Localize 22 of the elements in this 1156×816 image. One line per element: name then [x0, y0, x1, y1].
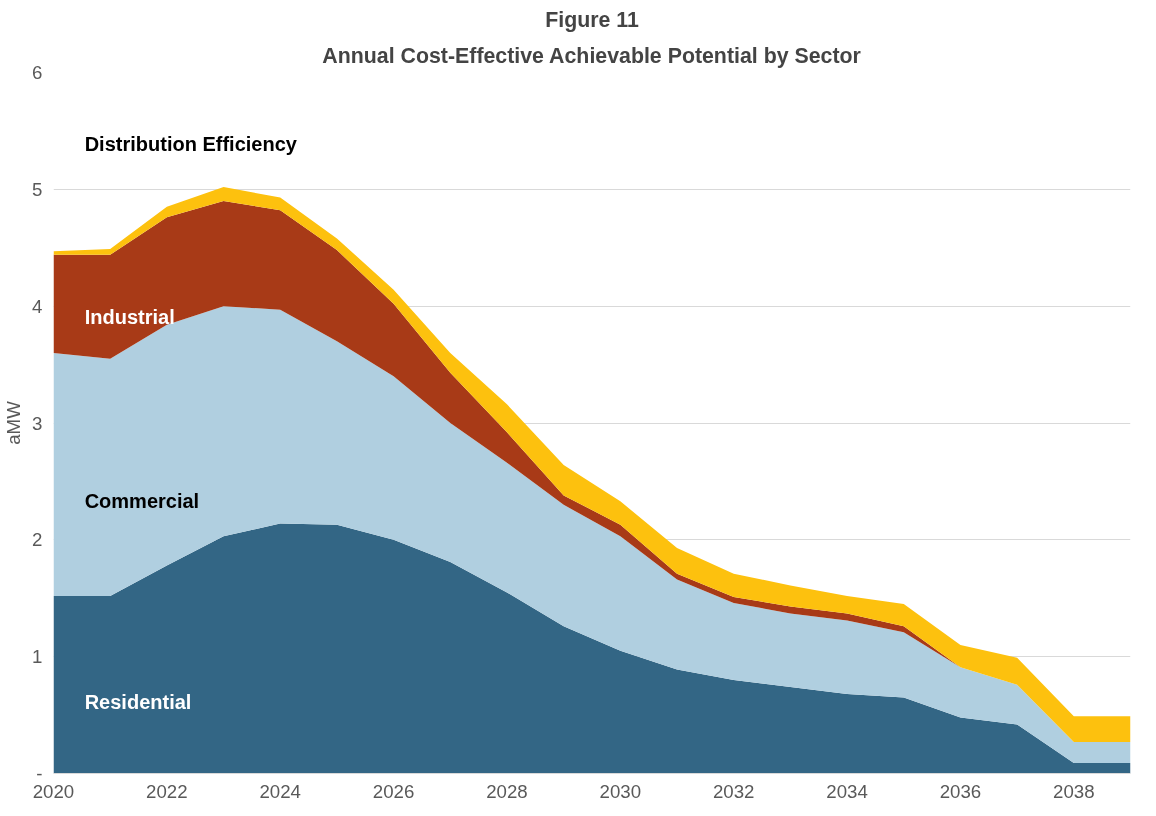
y-axis-title: aMW — [3, 400, 25, 445]
chart-subtitle: Annual Cost-Effective Achievable Potential by Sector — [322, 43, 861, 68]
x-tick-label: 2032 — [712, 780, 755, 802]
chart-title: Figure 11 — [545, 7, 639, 32]
series-label: Residential — [84, 691, 192, 714]
y-tick-label: 5 — [32, 178, 43, 200]
x-tick-label: 2024 — [259, 780, 301, 802]
y-tick-label: 3 — [32, 412, 43, 434]
x-tick-label: 2030 — [599, 780, 642, 802]
x-tick-label: 2028 — [486, 780, 528, 802]
text: Distribution Efficiency — [84, 132, 298, 155]
y-tick-label: 2 — [32, 529, 43, 551]
y-tick-label: 6 — [32, 62, 43, 83]
x-tick-label: 2036 — [939, 780, 982, 802]
x-tick-label: 2034 — [826, 780, 868, 802]
y-tick-label: 4 — [32, 295, 43, 317]
x-tick-label: 2026 — [372, 780, 415, 802]
x-tick-label: 2022 — [146, 780, 188, 802]
y-tick-label: 1 — [32, 646, 43, 668]
x-tick-label: 2038 — [1053, 780, 1095, 802]
series-label: Industrial — [84, 306, 175, 329]
series-label: Commercial — [84, 490, 200, 513]
